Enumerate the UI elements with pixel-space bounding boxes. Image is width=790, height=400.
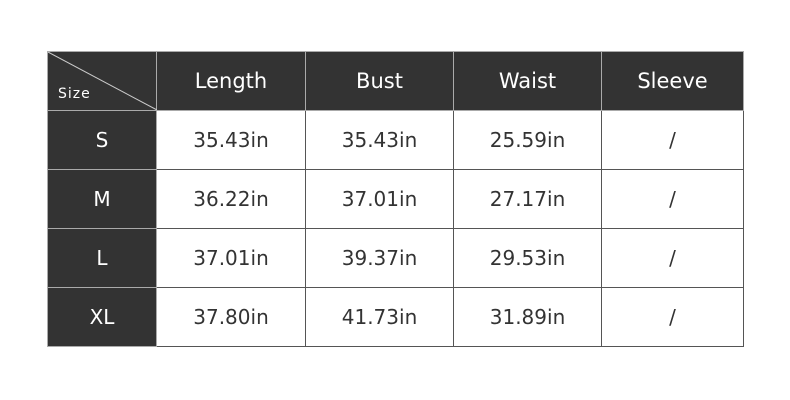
table-row: M 36.22in 37.01in 27.17in / <box>47 169 744 229</box>
waist-cell: 27.17in <box>453 169 602 229</box>
sleeve-cell: / <box>601 169 744 229</box>
sleeve-cell: / <box>601 110 744 170</box>
length-cell: 37.01in <box>156 228 306 288</box>
bust-cell: 41.73in <box>305 287 454 347</box>
header-bust: Bust <box>305 51 454 111</box>
header-waist: Waist <box>453 51 602 111</box>
bust-cell: 35.43in <box>305 110 454 170</box>
header-length: Length <box>156 51 306 111</box>
size-cell: L <box>47 228 157 288</box>
waist-cell: 29.53in <box>453 228 602 288</box>
table-row: L 37.01in 39.37in 29.53in / <box>47 228 744 288</box>
size-chart-table: Size Length Bust Waist Sleeve S 35.43in … <box>47 51 744 347</box>
size-cell: XL <box>47 287 157 347</box>
size-cell: S <box>47 110 157 170</box>
diagonal-divider <box>48 52 157 110</box>
length-cell: 35.43in <box>156 110 306 170</box>
size-label: Size <box>58 86 91 102</box>
length-cell: 36.22in <box>156 169 306 229</box>
header-row: Size Length Bust Waist Sleeve <box>47 51 744 111</box>
waist-cell: 31.89in <box>453 287 602 347</box>
bust-cell: 37.01in <box>305 169 454 229</box>
size-cell: M <box>47 169 157 229</box>
bust-cell: 39.37in <box>305 228 454 288</box>
sleeve-cell: / <box>601 228 744 288</box>
waist-cell: 25.59in <box>453 110 602 170</box>
table-row: XL 37.80in 41.73in 31.89in / <box>47 287 744 347</box>
table-row: S 35.43in 35.43in 25.59in / <box>47 110 744 170</box>
header-sleeve: Sleeve <box>601 51 744 111</box>
corner-cell: Size <box>47 51 157 111</box>
sleeve-cell: / <box>601 287 744 347</box>
length-cell: 37.80in <box>156 287 306 347</box>
